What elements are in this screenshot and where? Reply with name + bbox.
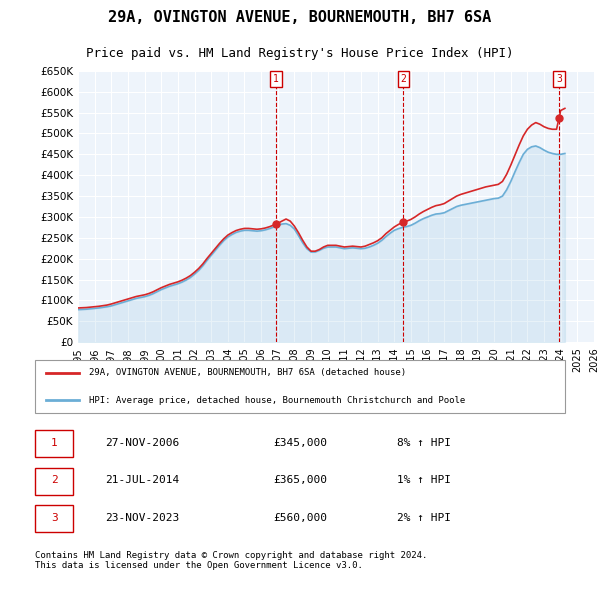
- Text: £560,000: £560,000: [273, 513, 327, 523]
- Text: £365,000: £365,000: [273, 475, 327, 485]
- Text: 3: 3: [556, 74, 562, 84]
- Text: 21-JUL-2014: 21-JUL-2014: [106, 475, 180, 485]
- Text: £345,000: £345,000: [273, 438, 327, 448]
- Text: 29A, OVINGTON AVENUE, BOURNEMOUTH, BH7 6SA: 29A, OVINGTON AVENUE, BOURNEMOUTH, BH7 6…: [109, 10, 491, 25]
- Text: 23-NOV-2023: 23-NOV-2023: [106, 513, 180, 523]
- Text: 8% ↑ HPI: 8% ↑ HPI: [397, 438, 451, 448]
- Text: 3: 3: [51, 513, 58, 523]
- Text: HPI: Average price, detached house, Bournemouth Christchurch and Poole: HPI: Average price, detached house, Bour…: [89, 395, 466, 405]
- Text: Contains HM Land Registry data © Crown copyright and database right 2024.
This d: Contains HM Land Registry data © Crown c…: [35, 551, 428, 571]
- Text: Price paid vs. HM Land Registry's House Price Index (HPI): Price paid vs. HM Land Registry's House …: [86, 47, 514, 60]
- FancyBboxPatch shape: [35, 431, 73, 457]
- Text: 1: 1: [273, 74, 279, 84]
- Text: 27-NOV-2006: 27-NOV-2006: [106, 438, 180, 448]
- Text: 2: 2: [400, 74, 406, 84]
- Text: 2: 2: [51, 475, 58, 485]
- FancyBboxPatch shape: [35, 468, 73, 494]
- Text: 29A, OVINGTON AVENUE, BOURNEMOUTH, BH7 6SA (detached house): 29A, OVINGTON AVENUE, BOURNEMOUTH, BH7 6…: [89, 368, 407, 378]
- Text: 2% ↑ HPI: 2% ↑ HPI: [397, 513, 451, 523]
- FancyBboxPatch shape: [35, 506, 73, 532]
- Text: 1% ↑ HPI: 1% ↑ HPI: [397, 475, 451, 485]
- FancyBboxPatch shape: [35, 360, 565, 413]
- Text: 1: 1: [51, 438, 58, 448]
